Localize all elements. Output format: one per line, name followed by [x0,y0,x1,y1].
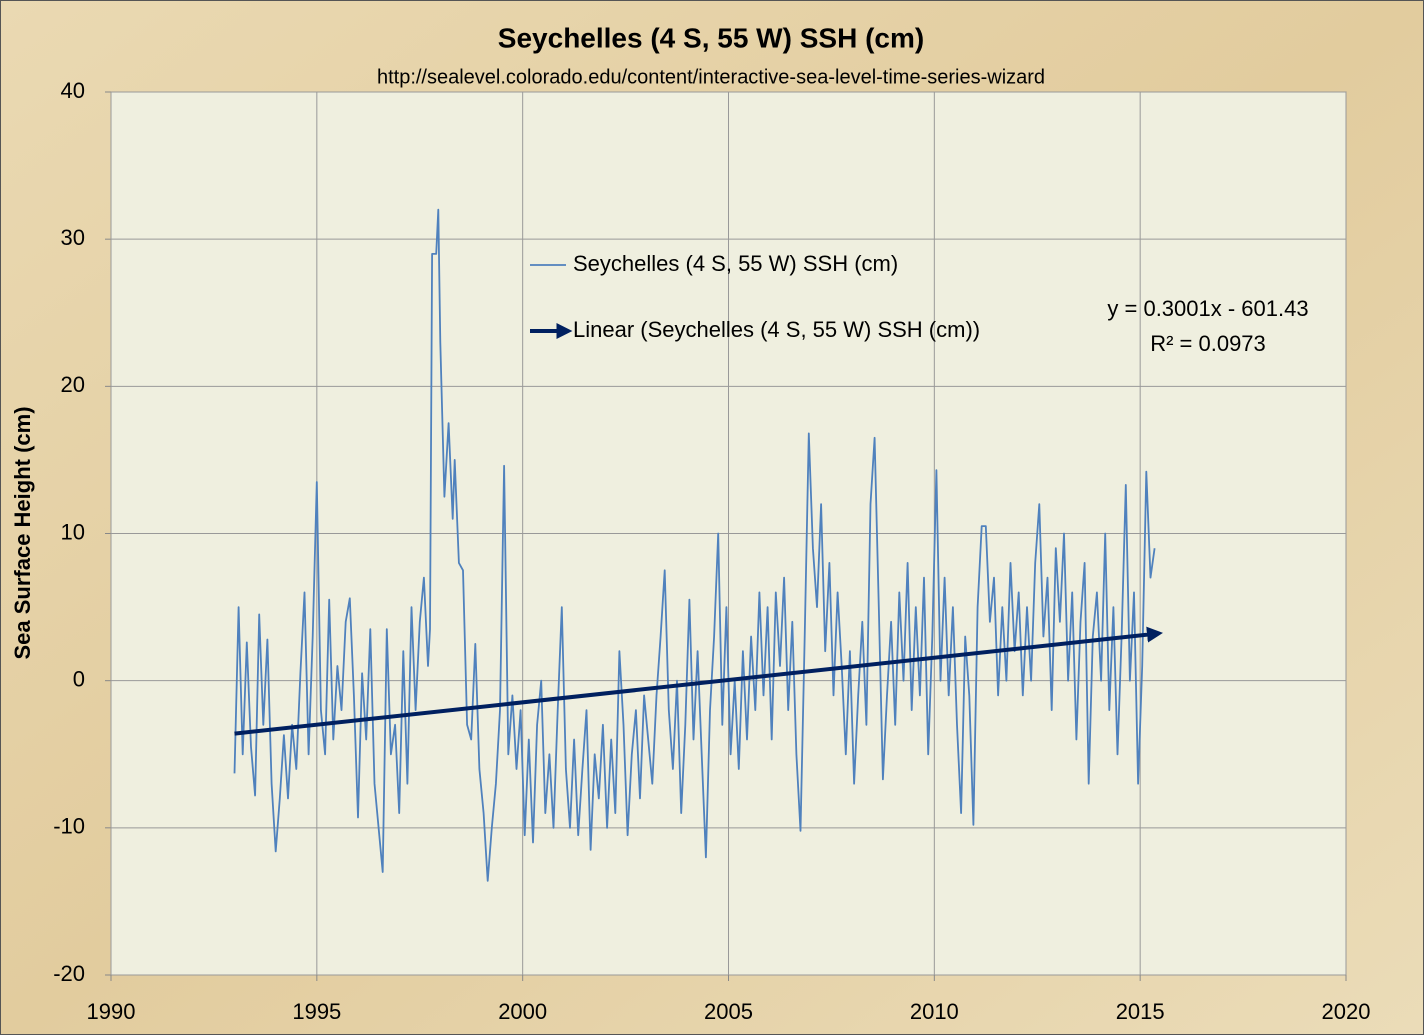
legend-label: Seychelles (4 S, 55 W) SSH (cm) [573,251,898,276]
x-tick-label: 2020 [1322,999,1371,1024]
legend-label: Linear (Seychelles (4 S, 55 W) SSH (cm)) [573,317,980,342]
x-tick-label: 1990 [87,999,136,1024]
y-tick-label: 10 [61,519,85,544]
y-tick-label: -20 [53,961,85,986]
y-axis-label: Sea Surface Height (cm) [10,406,35,659]
trend-line [234,626,1163,736]
y-tick-label: -10 [53,814,85,839]
y-tick-label: 30 [61,225,85,250]
x-tick-label: 2000 [498,999,547,1024]
y-tick-label: 0 [73,666,85,691]
y-tick-label: 20 [61,372,85,397]
data-line [233,208,1156,882]
x-tick-label: 2010 [910,999,959,1024]
trend-equation: y = 0.3001x - 601.43 [1107,296,1308,321]
chart-subtitle: http://sealevel.colorado.edu/content/int… [377,66,1045,88]
chart-title: Seychelles (4 S, 55 W) SSH (cm) [498,22,924,53]
x-tick-label: 2015 [1116,999,1165,1024]
x-tick-label: 1995 [292,999,341,1024]
y-tick-label: 40 [61,78,85,103]
x-tick-label: 2005 [704,999,753,1024]
trend-r2: R² = 0.0973 [1150,331,1266,356]
